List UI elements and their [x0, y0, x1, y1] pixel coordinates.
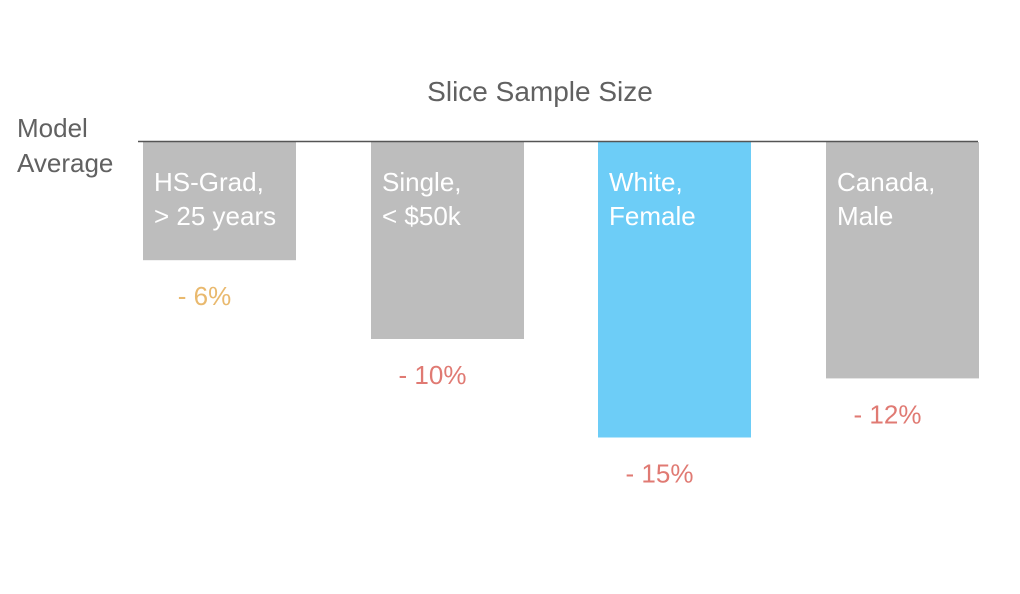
bar-value-label: - 6% — [178, 281, 231, 311]
bars-group: HS-Grad, > 25 years - 6% Single, < $50k - 10%… — [143, 142, 979, 489]
bar-category-label-line: HS-Grad, — [154, 167, 264, 197]
bar-value-label: - 15% — [626, 459, 694, 489]
bar-category-label-line: Canada, — [837, 167, 935, 197]
bar-category-label-line: < $50k — [382, 201, 462, 231]
bar-category-label: Single, < $50k — [382, 167, 462, 231]
bar — [143, 142, 296, 261]
bar-category-label: Canada, Male — [837, 167, 935, 231]
bar-category-label: White, Female — [609, 167, 696, 231]
bar-value-label: - 10% — [399, 360, 467, 390]
bar — [598, 142, 751, 438]
baseline-label: Model Average — [17, 113, 113, 178]
bar-category-label-line: Male — [837, 201, 893, 231]
bar-category-label: HS-Grad, > 25 years — [154, 167, 276, 231]
bar-category-label-line: Single, — [382, 167, 462, 197]
chart-title: Slice Sample Size — [427, 76, 653, 107]
bar — [371, 142, 524, 339]
bar — [826, 142, 979, 379]
baseline-label-line-1: Model — [17, 113, 88, 143]
baseline-label-line-2: Average — [17, 148, 113, 178]
bar-category-label-line: Female — [609, 201, 696, 231]
bar-category-label-line: > 25 years — [154, 201, 276, 231]
bar-category-label-line: White, — [609, 167, 683, 197]
bar-value-label: - 12% — [854, 399, 922, 429]
